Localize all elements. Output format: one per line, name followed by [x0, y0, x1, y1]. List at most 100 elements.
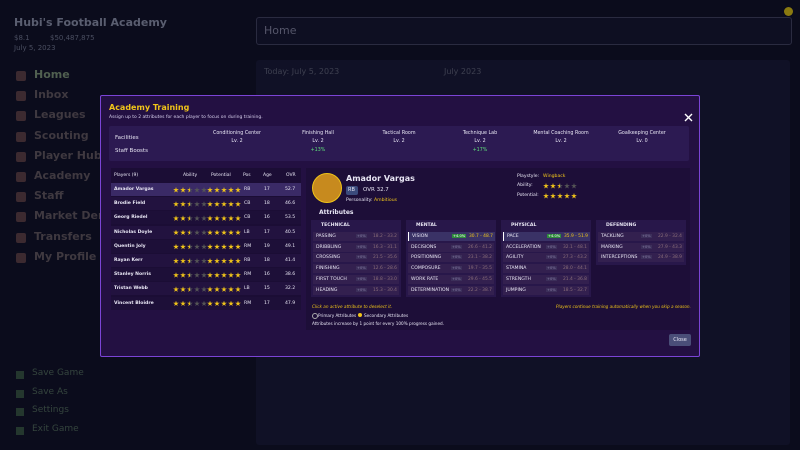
nav-icon — [16, 192, 26, 203]
attribute-row[interactable]: FIRST TOUCH +0% 18.8 - 33.0 — [313, 274, 399, 284]
footer-icon — [16, 389, 24, 398]
facility-level: Lv. 2 — [555, 139, 567, 144]
star — [221, 258, 227, 264]
nav-item[interactable]: Inbox — [34, 88, 69, 102]
player-row[interactable]: Tristan Webb LB 15 32.2 — [111, 282, 301, 296]
player-row[interactable]: Vincent Bloidre RM 17 47.9 — [111, 296, 301, 310]
attribute-row[interactable]: PASSING +0% 18.2 - 33.2 — [313, 232, 399, 241]
nav-item[interactable]: Scouting — [34, 128, 89, 142]
star — [173, 229, 179, 236]
player-row[interactable]: Brodie Field CB 18 46.6 — [111, 197, 301, 211]
settings-icon[interactable] — [784, 7, 793, 16]
player-row[interactable]: Amador Vargas RB 17 52.7 — [111, 183, 301, 196]
star — [228, 187, 234, 193]
attribute-row[interactable]: POSITIONING +0% 23.1 - 38.2 — [408, 253, 494, 263]
attribute-row[interactable]: COMPOSURE +0% 19.7 - 35.5 — [408, 264, 494, 274]
nav-item[interactable]: Staff — [34, 189, 64, 203]
x-icon — [684, 113, 693, 122]
attribute-row[interactable]: AGILITY +0% 27.3 - 43.2 — [503, 253, 589, 263]
star — [207, 286, 213, 292]
attribute-row[interactable]: PACE +4.0% 35.9 - 51.9 — [503, 232, 590, 241]
player-detail: Amador Vargas RB OVR 32.7 Personality: Ambit… — [306, 168, 691, 330]
attribute-row[interactable]: VISION +4.0% 30.7 - 48.7 — [408, 232, 495, 241]
close-icon[interactable] — [684, 107, 693, 122]
star — [194, 215, 200, 221]
player-name: Rayan Kerr — [114, 258, 143, 263]
attribute-row[interactable]: DRIBBLING +0% 16.3 - 31.1 — [313, 242, 399, 252]
footer-item[interactable]: Save As — [32, 386, 68, 397]
age: 17 — [264, 229, 270, 235]
player-name: Quentin Joly — [114, 243, 146, 249]
facility-name: Finishing Hall — [302, 131, 334, 136]
nav-item[interactable]: My Profile — [34, 249, 97, 263]
attribute-boost: +0% — [451, 244, 462, 249]
ovr: OVR 32.7 — [363, 187, 389, 193]
nav-item[interactable]: Player Hub — [34, 148, 102, 162]
player-row[interactable]: Stanley Norris RM 16 38.6 — [111, 268, 301, 282]
player-row[interactable]: Rayan Kerr RB 18 41.4 — [111, 254, 301, 267]
attribute-boost: +0% — [546, 266, 557, 271]
attribute-row[interactable]: HEADING +0% 15.3 - 30.4 — [313, 285, 399, 295]
attribute-name: INTERCEPTIONS — [601, 255, 638, 261]
modal-subtitle: Assign up to 2 attributes for each playe… — [109, 115, 263, 120]
footer-item[interactable]: Exit Game — [32, 423, 79, 434]
attribute-row[interactable]: DECISIONS +0% 26.6 - 41.2 — [408, 242, 494, 252]
ovr: 41.4 — [285, 258, 296, 263]
player-row[interactable]: Nicholas Doyle LB 17 40.5 — [111, 225, 301, 239]
attribute-name: DETERMINATION — [411, 287, 450, 293]
star — [214, 286, 220, 292]
attribute-row[interactable]: WORK RATE +0% 29.6 - 45.5 — [408, 274, 494, 284]
attribute-boost: +0% — [546, 287, 557, 292]
facility-level: Lv. 2 — [231, 139, 243, 144]
nav-item[interactable]: Academy — [34, 169, 91, 182]
star — [214, 272, 220, 278]
attribute-row[interactable]: STRENGTH +0% 21.4 - 36.8 — [503, 274, 589, 284]
footer-item[interactable]: Save Game — [32, 368, 84, 378]
nav-item[interactable]: Market Dem — [34, 209, 110, 223]
attribute-row[interactable]: INTERCEPTIONS +0% 24.9 - 38.9 — [598, 253, 684, 263]
attribute-row[interactable]: ACCELERATION +0% 32.1 - 48.1 — [503, 242, 589, 252]
nav-item[interactable]: Home — [34, 68, 70, 81]
star — [180, 229, 186, 236]
player-row[interactable]: Georg Riedel CB 16 53.5 — [111, 211, 301, 225]
star — [235, 201, 241, 207]
nav-item[interactable]: Transfers — [34, 229, 92, 243]
header-bar — [256, 17, 792, 45]
star — [207, 258, 213, 264]
attribute-name: MARKING — [601, 244, 623, 250]
attribute-boost: +0% — [546, 244, 557, 249]
ovr: 53.5 — [285, 215, 296, 221]
pos: LB — [244, 286, 250, 292]
star — [228, 229, 234, 236]
attribute-row[interactable]: CROSSING +0% 21.5 - 35.6 — [313, 253, 399, 263]
footer-item[interactable]: Settings — [32, 405, 69, 415]
stat: $8.1 — [14, 34, 30, 42]
star — [221, 272, 227, 278]
footer-icon — [16, 426, 24, 435]
close-button[interactable]: Close — [669, 334, 691, 346]
attribute-row[interactable]: FINISHING +0% 12.6 - 28.6 — [313, 264, 399, 274]
star — [180, 272, 186, 278]
star — [187, 286, 193, 292]
star — [180, 215, 186, 221]
player-name: Vincent Bloidre — [114, 300, 154, 306]
star — [221, 215, 227, 221]
ovr: 49.1 — [285, 243, 296, 249]
attribute-row[interactable]: STAMINA +0% 28.0 - 44.1 — [503, 264, 589, 274]
attribute-row[interactable]: JUMPING +0% 18.5 - 32.7 — [503, 285, 589, 295]
player-row[interactable]: Quentin Joly RM 19 49.1 — [111, 239, 301, 253]
legend-item: Secondary Attributes — [364, 313, 409, 318]
nav-icon — [16, 212, 26, 223]
nav-item[interactable]: Leagues — [34, 108, 86, 122]
attribute-group: DEFENDING TACKLING +0% 22.9 - 32.4 MARKING +0… — [596, 220, 686, 266]
attribute-row[interactable]: MARKING +0% 27.9 - 43.3 — [598, 242, 684, 252]
label: Potential: — [517, 193, 539, 198]
star — [173, 187, 179, 193]
attribute-boost: +0% — [451, 255, 462, 260]
attribute-boost: +0% — [356, 234, 367, 238]
nav-icon — [16, 71, 26, 81]
star — [235, 243, 241, 250]
attribute-row[interactable]: TACKLING +0% 22.9 - 32.4 — [598, 232, 684, 241]
attribute-row[interactable]: DETERMINATION +0% 22.2 - 38.7 — [408, 285, 494, 295]
star — [543, 193, 549, 199]
